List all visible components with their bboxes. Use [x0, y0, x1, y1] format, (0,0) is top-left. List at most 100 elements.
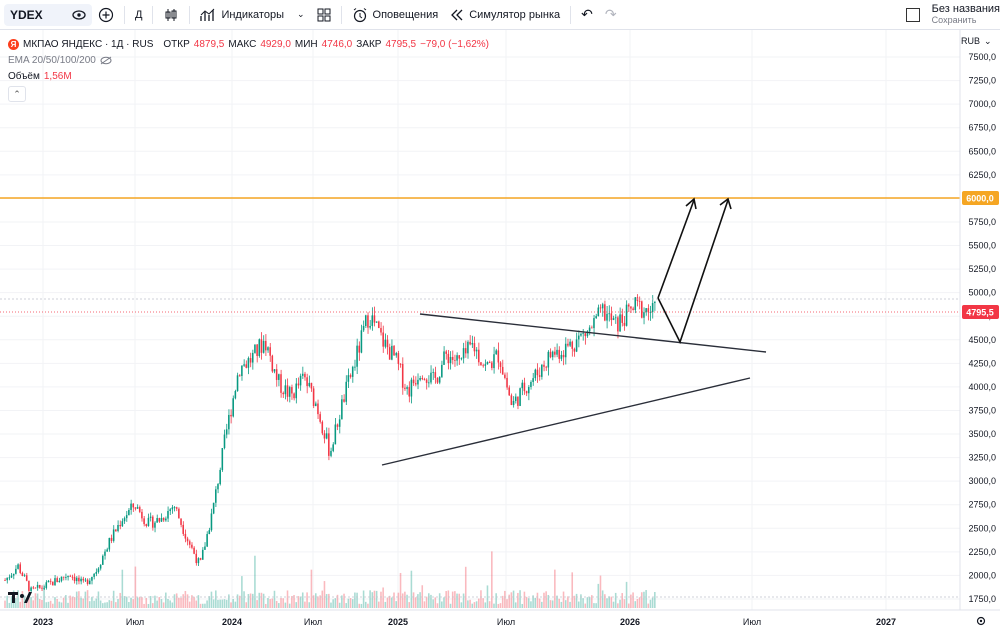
volume-bar: [654, 592, 656, 608]
eye-icon[interactable]: [72, 9, 86, 20]
candle-body: [347, 375, 350, 382]
volume-bar: [362, 590, 365, 608]
volume-bar: [117, 599, 119, 608]
volume-bar: [408, 602, 411, 608]
volume-bar: [88, 601, 91, 608]
candle-body: [60, 576, 63, 581]
settings-gear-icon[interactable]: [976, 616, 986, 626]
volume-bar: [165, 592, 167, 608]
triangle-upper-trendline[interactable]: [419, 313, 767, 353]
volume-bar: [210, 591, 213, 608]
chart-type-button[interactable]: [157, 3, 185, 27]
tradingview-logo[interactable]: [8, 592, 32, 603]
candle-body: [73, 576, 76, 582]
volume-bar: [232, 598, 234, 608]
forecast-path[interactable]: [657, 199, 729, 345]
volume-bar: [536, 592, 539, 608]
undo-button[interactable]: ↶: [575, 3, 599, 27]
candle-body: [599, 307, 602, 309]
candle-body: [134, 507, 137, 509]
candle-body: [78, 577, 80, 582]
volume-bar: [441, 601, 443, 608]
volume-bar: [175, 593, 178, 608]
volume-bar: [225, 599, 228, 608]
volume-bar: [384, 601, 387, 608]
candle-body: [158, 518, 161, 522]
currency-label: RUB: [961, 36, 981, 46]
volume-bar: [595, 603, 597, 608]
replay-button[interactable]: Симулятор рынка: [444, 3, 566, 27]
last-price-badge: [962, 305, 999, 319]
volume-bar: [32, 600, 35, 608]
volume-bar: [45, 602, 48, 608]
candle-body: [325, 433, 328, 439]
volume-bar: [569, 601, 571, 608]
candle-body: [508, 387, 510, 396]
volume-bar: [410, 570, 413, 608]
candle-body: [564, 343, 567, 358]
fullscreen-toggle[interactable]: [905, 8, 920, 22]
volume-indicator-row[interactable]: Объём 1,56M: [8, 68, 489, 84]
alerts-button[interactable]: Оповещения: [346, 3, 445, 27]
compare-button[interactable]: [92, 3, 120, 27]
forecast-arrow-1[interactable]: [657, 199, 695, 299]
templates-button[interactable]: [311, 3, 337, 27]
ema-indicator-row[interactable]: EMA 20/50/100/200: [8, 52, 489, 68]
candle-body: [225, 429, 228, 435]
volume-bar: [373, 590, 376, 608]
time-tick-label: Июл: [497, 617, 515, 627]
volume-bar: [310, 569, 313, 608]
candle-body: [358, 345, 361, 353]
candle-body: [286, 385, 289, 397]
candle-body: [278, 374, 280, 380]
indicators-button[interactable]: Индикаторы ⌄: [194, 3, 310, 27]
triangle-lower-trendline[interactable]: [381, 377, 751, 466]
time-tick-label: 2026: [620, 617, 640, 627]
volume-bar: [521, 603, 524, 608]
volume-bar: [488, 601, 491, 608]
candle-body: [647, 308, 650, 313]
candle-body: [280, 374, 282, 393]
redo-button[interactable]: ↷: [599, 3, 623, 27]
candle-body: [45, 582, 48, 588]
volume-bar: [367, 603, 369, 608]
candle-body: [610, 313, 613, 321]
candle-body: [432, 372, 434, 373]
volume-bar: [588, 596, 591, 608]
candle-body: [125, 515, 128, 519]
volume-bar: [564, 600, 567, 608]
price-chart[interactable]: 7500,0 7250,0 7000,0 6750,0 6500,0 6250,0 6000…: [0, 30, 1000, 631]
interval-button[interactable]: Д: [129, 3, 148, 27]
volume-bar: [323, 581, 326, 608]
volume-bar: [336, 594, 339, 608]
volume-bar: [412, 592, 415, 608]
volume-bar: [501, 595, 504, 608]
candle-body: [28, 580, 30, 591]
candle-body: [304, 373, 306, 378]
volume-bar: [414, 597, 417, 608]
currency-selector[interactable]: RUB ⌄: [961, 36, 992, 47]
candle-body: [15, 568, 17, 574]
price-axis[interactable]: [960, 30, 1000, 610]
candle-body: [367, 315, 369, 328]
candle-body: [219, 469, 221, 485]
legend-main-row[interactable]: Я МКПАО ЯНДЕКС · 1Д · RUS ОТКР 4879,5 МАК…: [8, 36, 489, 52]
price-tick-label: 1750,0: [968, 594, 996, 604]
volume-bar: [149, 596, 152, 608]
time-axis[interactable]: [0, 610, 1000, 631]
layout-name-button[interactable]: Без названия Сохранить: [932, 4, 1000, 26]
candle-body: [373, 315, 376, 323]
volume-bar: [436, 603, 439, 608]
volume-bar: [632, 592, 634, 608]
volume-bar: [217, 599, 219, 608]
collapse-legend-button[interactable]: ⌃: [8, 86, 26, 102]
volume-bar: [156, 600, 158, 608]
eye-crossed-icon[interactable]: [100, 56, 112, 65]
time-tick-label: 2025: [388, 617, 408, 627]
indicators-icon: [200, 8, 215, 21]
candle-body: [334, 424, 337, 445]
save-button[interactable]: Сохранить: [931, 15, 977, 25]
volume-bar: [356, 592, 358, 608]
candle-body: [143, 518, 145, 525]
symbol-search[interactable]: YDEX: [4, 3, 92, 26]
